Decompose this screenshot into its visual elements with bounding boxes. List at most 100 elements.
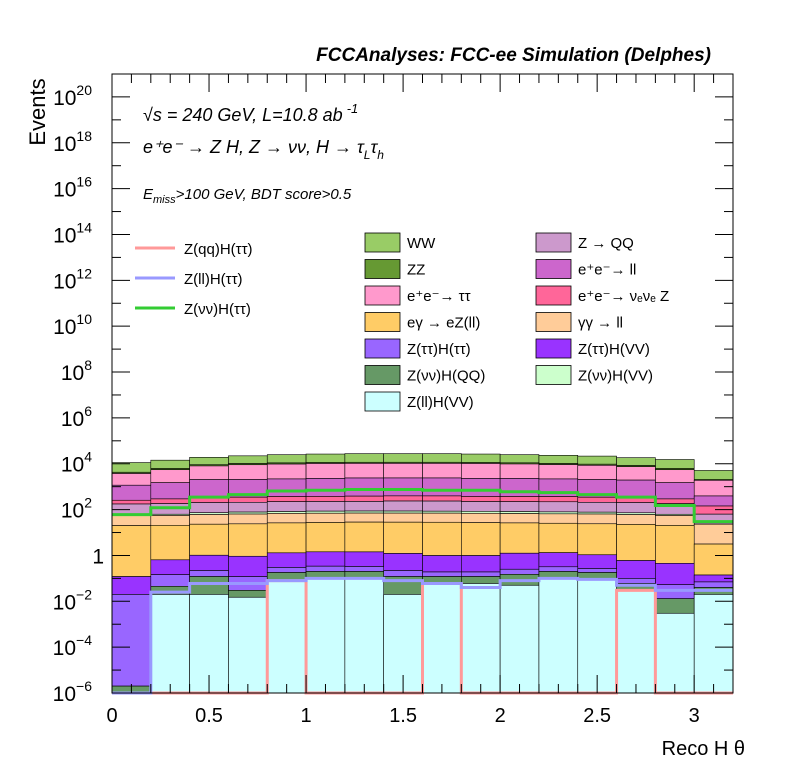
bar-e-e-z-bin-11 xyxy=(538,496,579,503)
bar-e-e-bin-5 xyxy=(305,463,346,479)
bar-ww-bin-4 xyxy=(266,454,307,464)
bar-z-qq-bin-2 xyxy=(189,502,229,514)
process-text: e⁺e⁻ → Z H, Z → νν, H → τ xyxy=(143,137,365,157)
y-tick-label: 106 xyxy=(61,403,92,431)
bar-e-e-z-bin-3 xyxy=(228,496,268,503)
bar-ll-bin-10 xyxy=(499,513,540,524)
bar-z-h-vv-bin-2 xyxy=(189,554,229,571)
bar-e-ez-ll-bin-3 xyxy=(228,523,268,557)
bar-z-h-bin-6 xyxy=(344,566,384,572)
bar-e-e-ll-bin-5 xyxy=(305,478,346,497)
bar-ll-bin-9 xyxy=(461,512,501,523)
bar-e-e-ll-bin-13 xyxy=(616,479,656,498)
bar-e-e-ll-bin-7 xyxy=(383,477,423,497)
y-tick-label: 1010 xyxy=(53,311,92,339)
legend-swatch-zz xyxy=(364,259,401,279)
bar-z-ll-h-vv-bin-6 xyxy=(344,578,384,694)
bar-e-e-z-bin-8 xyxy=(422,495,462,502)
bar-ll-bin-2 xyxy=(189,514,229,525)
bar-e-e-ll-bin-14 xyxy=(655,482,695,500)
bar-z-h-bin-1 xyxy=(150,574,190,587)
bar-ll-bin-15 xyxy=(693,523,734,545)
bar-z-h-bin-10 xyxy=(499,568,540,575)
bar-z-ll-h-vv-bin-8 xyxy=(422,583,462,694)
x-tick-label: 1 xyxy=(301,705,312,727)
bar-ll-bin-1 xyxy=(150,515,190,526)
legend-label: e⁺e⁻→ νₑνₑ Z xyxy=(578,288,669,305)
bar-z-h-bin-2 xyxy=(189,570,229,577)
bar-ww-bin-12 xyxy=(577,455,617,465)
bar-z-h-vv-bin-4 xyxy=(266,552,307,568)
bar-z-qq-bin-13 xyxy=(616,502,656,514)
bar-z-h-vv-bin-11 xyxy=(538,552,579,568)
bar-z-ll-h-vv-bin-5 xyxy=(305,578,346,694)
legend-label: ZZ xyxy=(407,262,425,279)
bar-z-h-vv-bin-5 xyxy=(305,510,346,514)
bar-e-e-ll-bin-1 xyxy=(150,482,190,500)
x-tick-label: 3 xyxy=(689,705,700,727)
bar-ww-bin-13 xyxy=(616,457,656,466)
bar-ww-bin-11 xyxy=(538,455,579,464)
bar-z-h-qq-bin-2 xyxy=(189,576,229,595)
x-tick-label: 2 xyxy=(495,705,506,727)
bar-z-ll-h-vv-bin-14 xyxy=(655,612,695,694)
bar-e-e-z-bin-6 xyxy=(344,495,384,502)
tick-labels-group: 0 0.5 1 1.5 2 2.5 310−610−410−2110210410610810… xyxy=(53,82,700,727)
legend-label: e⁺e⁻→ ττ xyxy=(407,288,471,305)
bar-e-e-z-bin-10 xyxy=(499,496,540,502)
bar-e-e-bin-13 xyxy=(616,466,656,481)
energy-annotation: √s = 240 GeV, L=10.8 ab -1 xyxy=(143,101,358,125)
legend-label: Z(ll)H(ττ) xyxy=(184,271,243,288)
bar-z-qq-bin-11 xyxy=(538,501,579,513)
bar-e-e-bin-8 xyxy=(422,463,462,479)
bar-e-ez-ll-bin-0 xyxy=(111,525,152,577)
bar-z-h-vv-bin-10 xyxy=(499,511,540,514)
bar-z-h-vv-bin-10 xyxy=(499,552,540,570)
lumi-exponent: -1 xyxy=(347,101,359,116)
bar-ww-bin-10 xyxy=(499,454,540,464)
bar-ll-bin-11 xyxy=(538,513,579,524)
legend-swatch-ll xyxy=(535,312,572,332)
y-tick-label: 1018 xyxy=(53,128,92,156)
stack-bars-group xyxy=(111,453,734,694)
bar-z-h-vv-bin-6 xyxy=(344,551,384,567)
cuts-text: >100 GeV, BDT score>0.5 xyxy=(176,186,352,203)
bar-z-qq-bin-4 xyxy=(266,501,307,512)
bar-e-e-z-bin-4 xyxy=(266,496,307,502)
bar-z-h-vv-bin-12 xyxy=(577,554,617,569)
bar-ll-bin-0 xyxy=(111,515,152,526)
bar-e-ez-ll-bin-13 xyxy=(616,524,656,561)
bar-z-ll-h-vv-bin-4 xyxy=(266,580,307,694)
bar-e-e-z-bin-7 xyxy=(383,495,423,502)
x-tick-label: 0.5 xyxy=(195,705,223,727)
bar-e-e-ll-bin-10 xyxy=(499,478,540,497)
bar-e-ez-ll-bin-10 xyxy=(499,522,540,554)
bar-e-ez-ll-bin-15 xyxy=(693,543,734,576)
bar-e-ez-ll-bin-5 xyxy=(305,522,346,553)
process-tau-2: τ xyxy=(370,137,378,157)
bar-z-qq-bin-3 xyxy=(228,502,268,513)
bar-z-ll-h-vv-bin-12 xyxy=(577,579,617,694)
process-subscript-2: h xyxy=(377,148,384,162)
bar-z-h-qq-bin-9 xyxy=(461,576,501,584)
bar-z-h-vv-bin-5 xyxy=(305,551,346,567)
axis-ticks-group xyxy=(111,73,734,694)
cuts-prefix: E xyxy=(143,186,154,203)
energy-text: √s = 240 GeV, L=10.8 ab xyxy=(143,105,343,125)
bar-ww-bin-7 xyxy=(383,453,423,463)
bar-ww-bin-14 xyxy=(655,459,695,469)
bar-e-e-bin-10 xyxy=(499,463,540,479)
y-tick-label: 10−4 xyxy=(53,632,93,660)
bar-ww-bin-15 xyxy=(693,470,734,480)
bar-ll-bin-7 xyxy=(383,512,423,523)
bar-z-h-qq-bin-14 xyxy=(655,598,695,614)
bar-e-e-z-bin-12 xyxy=(577,496,617,503)
y-tick-label: 108 xyxy=(61,357,92,385)
legend-label: Z(νν)H(QQ) xyxy=(407,368,485,385)
bar-e-ez-ll-bin-14 xyxy=(655,525,695,564)
bar-z-h-vv-bin-14 xyxy=(655,563,695,585)
legend-swatch-e-e xyxy=(364,285,401,306)
y-tick-label: 1012 xyxy=(53,265,92,293)
legend-swatch-z-h-vv xyxy=(535,338,572,359)
